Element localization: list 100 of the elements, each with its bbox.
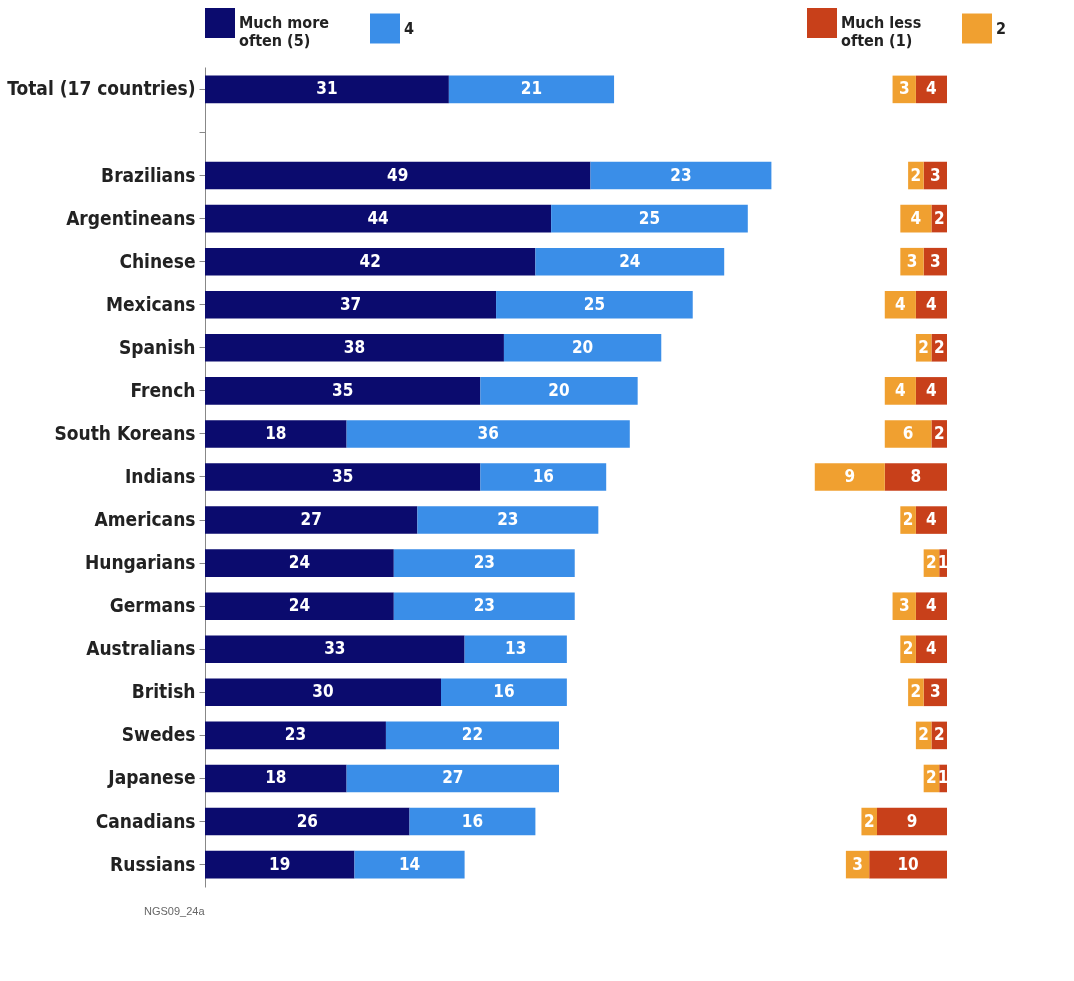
bar [205,463,481,491]
y-tick-label: Japanese [107,766,196,789]
legend-label: 4 [404,18,415,38]
data-label: 4 [895,379,906,400]
data-label: 30 [312,681,334,702]
data-label: 2 [926,767,937,788]
data-label: 4 [926,78,937,99]
data-label: 2 [863,810,875,831]
bar [877,807,947,836]
y-tick-label: Swedes [121,723,196,746]
legend-label: 2 [996,18,1007,38]
bar [884,420,932,448]
data-label: 23 [497,509,519,530]
bar [205,850,355,879]
bar [884,290,916,319]
data-label: 44 [367,207,389,228]
data-label: 38 [343,336,366,357]
bar [354,850,465,879]
y-tick-label: Germans [109,594,196,617]
bar [205,75,449,104]
data-label: 2 [933,336,945,357]
data-label: 3 [898,78,910,99]
data-label: 4 [926,379,937,400]
data-label: 3 [898,595,910,616]
data-label: 3 [930,681,941,702]
data-label: 2 [902,509,914,530]
bar [385,721,559,750]
data-label: 1 [937,767,949,788]
y-tick-label: Hungarians [84,551,196,574]
bar [551,204,748,233]
bar [915,377,947,405]
data-label: 42 [359,250,381,271]
bar [205,807,410,836]
data-label: 16 [532,466,554,486]
bar [346,420,630,448]
data-label: 3 [852,853,863,874]
bar [915,290,947,319]
data-label: 9 [844,466,856,486]
data-label: 10 [897,853,919,874]
data-label: 2 [902,638,914,659]
y-tick-label: South Koreans [54,421,196,444]
bar [915,592,947,620]
y-tick-label: Canadians [95,809,196,832]
data-label: 24 [288,552,311,573]
data-label: 8 [910,466,922,486]
data-label: 21 [520,78,543,99]
data-label: 35 [332,466,354,486]
bar [205,161,591,190]
data-label: 9 [906,810,918,831]
text: NGS09_24a [144,905,206,917]
data-label: 2 [918,724,929,745]
y-tick-label: Russians [110,852,196,875]
data-label: 2 [910,164,922,185]
bar [915,635,947,664]
data-label: 3 [906,250,918,271]
bar [205,721,386,750]
bar [480,463,607,491]
data-label: 27 [300,509,322,530]
data-label: 36 [477,422,499,443]
data-label: 4 [910,207,922,228]
y-tick-label: Argentineans [66,206,196,229]
data-label: 33 [324,638,346,659]
data-label: 23 [284,724,307,745]
bar [915,506,947,534]
data-label: 35 [332,379,354,400]
y-tick-label: Brazilians [101,163,196,186]
data-label: 13 [505,638,527,659]
data-label: 14 [398,853,421,874]
data-label: 23 [473,552,495,573]
bar [205,204,552,233]
y-tick-label: Indians [125,465,196,487]
bar [535,247,725,276]
data-label: 22 [461,724,484,745]
data-label: 4 [926,509,937,530]
data-label: 2 [933,724,945,745]
data-label: 3 [930,164,941,185]
bar [205,334,504,362]
data-label: 24 [619,250,641,271]
bar [393,549,575,577]
bar [464,635,567,664]
data-label: 4 [926,293,937,314]
y-tick-label: British [131,680,196,703]
bar [448,75,615,104]
bar [496,290,693,319]
data-label: 25 [583,293,606,314]
data-label: 37 [339,293,362,314]
data-label: 6 [902,422,914,443]
y-tick-label: Australians [86,637,196,660]
bar [869,850,947,879]
data-label: 20 [548,379,570,400]
data-label: 2 [926,552,937,573]
bar [417,506,599,534]
data-label: 23 [670,164,692,185]
bar [884,377,916,405]
data-label: 2 [918,336,929,357]
data-label: 23 [473,595,495,616]
data-label: 16 [461,810,484,831]
bar [503,334,662,362]
bar [393,592,575,620]
bar [205,377,481,405]
